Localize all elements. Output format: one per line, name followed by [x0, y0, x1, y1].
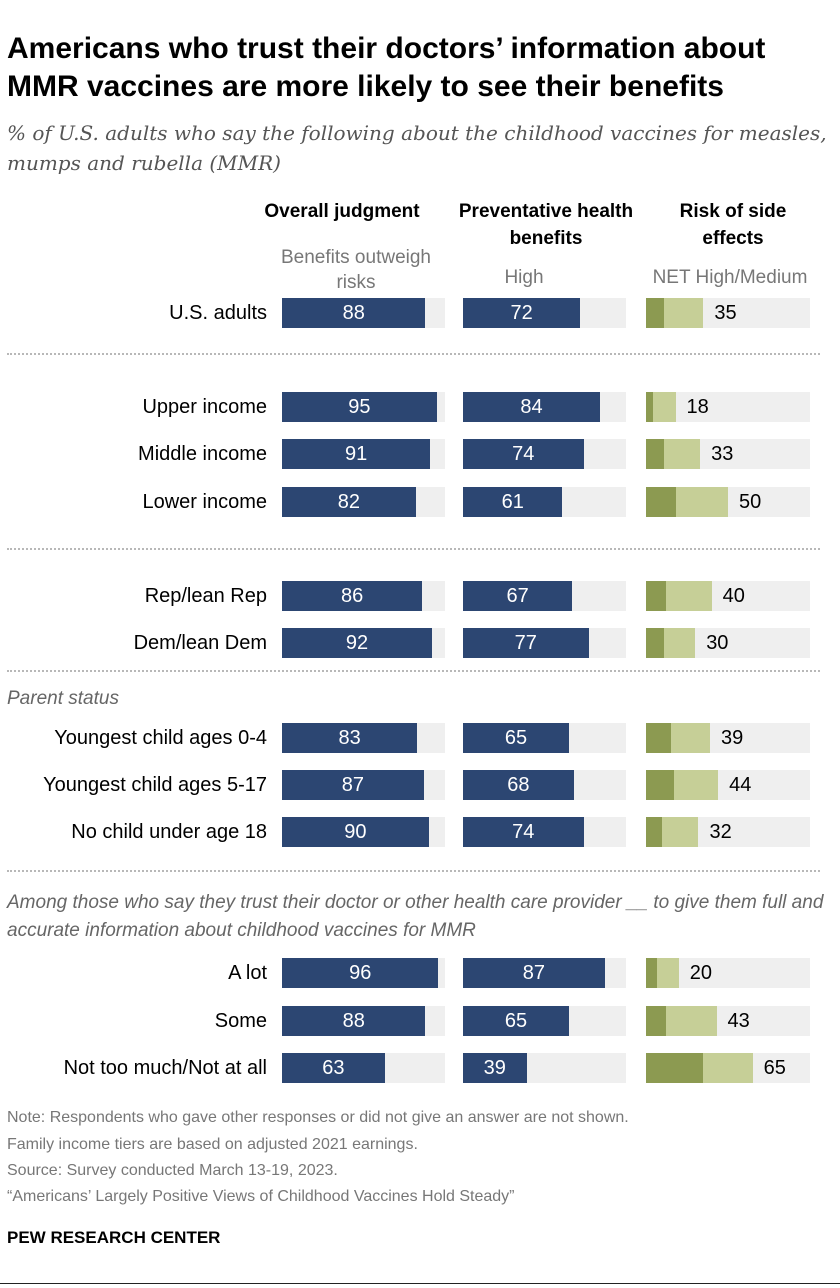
- column-subheader-overall: Benefits outweigh risks: [281, 247, 431, 293]
- note-line: Note: Respondents who gave other respons…: [7, 1109, 629, 1126]
- risk-high-bar: [646, 958, 658, 988]
- preventative-bar: 84: [463, 392, 600, 422]
- section-divider: [7, 548, 820, 550]
- risk-medium-bar: [703, 1053, 753, 1083]
- overall-bar: 90: [282, 817, 429, 847]
- bottom-rule: [0, 1283, 840, 1284]
- overall-bar: 87: [282, 770, 424, 800]
- preventative-bar: 87: [463, 958, 605, 988]
- row-label: Youngest child ages 0-4: [54, 727, 267, 749]
- overall-bar: 63: [282, 1053, 385, 1083]
- column-header-risk: Risk of side effects: [679, 201, 787, 249]
- overall-bar: 92: [282, 628, 432, 658]
- preventative-bar: 74: [463, 817, 584, 847]
- report-title-line: “Americans’ Largely Positive Views of Ch…: [7, 1188, 515, 1205]
- risk-medium-bar: [652, 392, 676, 422]
- risk-high-bar: [646, 723, 671, 753]
- overall-bar: 83: [282, 723, 418, 753]
- preventative-bar: 74: [463, 439, 584, 469]
- risk-medium-bar: [665, 581, 712, 611]
- risk-value-label: 30: [706, 632, 729, 654]
- row-label: Dem/lean Dem: [133, 632, 267, 654]
- risk-medium-bar: [662, 817, 699, 847]
- chart-title: Americans who trust their doctors’ infor…: [7, 32, 766, 103]
- row-label: Upper income: [142, 396, 267, 418]
- group-label-parent-status: Parent status: [7, 688, 119, 709]
- risk-medium-bar: [670, 723, 710, 753]
- overall-bar: 88: [282, 298, 426, 328]
- column-header-overall: Overall judgment: [264, 201, 420, 222]
- row-label: Not too much/Not at all: [63, 1057, 267, 1079]
- risk-value-label: 43: [727, 1010, 750, 1032]
- overall-bar: 88: [282, 1006, 426, 1036]
- preventative-bar: 61: [463, 487, 563, 517]
- column-subheader-risk: NET High/Medium: [652, 267, 808, 288]
- row-label: No child under age 18: [71, 821, 267, 843]
- preventative-bar: 39: [463, 1053, 527, 1083]
- group-label-trust: Among those who say they trust their doc…: [7, 892, 824, 941]
- risk-high-bar: [646, 628, 665, 658]
- risk-value-label: 18: [686, 396, 709, 418]
- row-label: Some: [214, 1010, 267, 1032]
- risk-high-bar: [646, 298, 665, 328]
- risk-high-bar: [646, 487, 676, 517]
- row-label: Youngest child ages 5-17: [43, 774, 267, 796]
- row-label: Rep/lean Rep: [144, 585, 267, 607]
- risk-high-bar: [646, 581, 666, 611]
- row-label: Middle income: [138, 443, 267, 465]
- overall-bar: 91: [282, 439, 431, 469]
- section-divider: [7, 353, 820, 355]
- row-label: U.S. adults: [169, 302, 267, 324]
- risk-high-bar: [646, 392, 653, 422]
- section-divider: [7, 670, 820, 672]
- risk-value-label: 65: [763, 1057, 786, 1079]
- risk-high-bar: [646, 770, 674, 800]
- column-subheader-preventative: High: [504, 267, 544, 288]
- risk-medium-bar: [665, 1006, 717, 1036]
- overall-bar: 82: [282, 487, 416, 517]
- row-label: Lower income: [142, 491, 267, 513]
- section-divider: [7, 870, 820, 872]
- risk-high-bar: [646, 439, 665, 469]
- risk-value-label: 33: [711, 443, 734, 465]
- note-line: Family income tiers are based on adjuste…: [7, 1136, 418, 1153]
- risk-high-bar: [646, 1006, 666, 1036]
- risk-value-label: 40: [722, 585, 745, 607]
- source-line: Source: Survey conducted March 13-19, 20…: [7, 1162, 338, 1179]
- risk-value-label: 50: [739, 491, 762, 513]
- risk-medium-bar: [673, 770, 719, 800]
- overall-bar: 95: [282, 392, 437, 422]
- preventative-bar: 65: [463, 723, 569, 753]
- risk-value-label: 20: [689, 962, 713, 984]
- overall-bar: 96: [282, 958, 439, 988]
- overall-bar: 86: [282, 581, 423, 611]
- preventative-bar: 67: [463, 581, 573, 611]
- risk-value-label: 44: [729, 774, 752, 796]
- preventative-bar: 72: [463, 298, 581, 328]
- risk-medium-bar: [657, 958, 679, 988]
- risk-high-bar: [646, 1053, 704, 1083]
- risk-medium-bar: [675, 487, 728, 517]
- risk-medium-bar: [664, 439, 701, 469]
- risk-value-label: 32: [709, 821, 732, 843]
- risk-value-label: 39: [720, 727, 744, 749]
- row-label: A lot: [228, 962, 267, 984]
- risk-medium-bar: [664, 298, 704, 328]
- preventative-bar: 68: [463, 770, 574, 800]
- risk-medium-bar: [664, 628, 696, 658]
- preventative-bar: 77: [463, 628, 589, 658]
- preventative-bar: 65: [463, 1006, 569, 1036]
- chart-subtitle: % of U.S. adults who say the following a…: [7, 121, 827, 175]
- risk-high-bar: [646, 817, 663, 847]
- column-header-preventative: Preventative health benefits: [458, 201, 634, 249]
- risk-value-label: 35: [714, 302, 737, 324]
- pew-logo-text: PEW RESEARCH CENTER: [7, 1228, 221, 1247]
